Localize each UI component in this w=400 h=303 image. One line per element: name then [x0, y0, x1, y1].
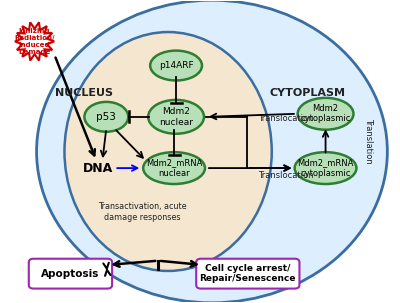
Text: Translocation: Translocation [258, 171, 313, 180]
Text: DNA: DNA [83, 161, 114, 175]
Ellipse shape [148, 100, 204, 134]
Text: Mdm2
nuclear: Mdm2 nuclear [159, 107, 193, 127]
Text: p53: p53 [96, 112, 116, 122]
Text: Apoptosis: Apoptosis [41, 269, 100, 279]
FancyBboxPatch shape [196, 259, 300, 288]
Text: p14ARF: p14ARF [159, 61, 193, 70]
Text: CYTOPLASM: CYTOPLASM [270, 88, 346, 98]
Ellipse shape [298, 98, 354, 130]
Ellipse shape [150, 51, 202, 81]
Text: Translation: Translation [364, 118, 373, 164]
Ellipse shape [295, 152, 356, 184]
Polygon shape [15, 22, 54, 61]
FancyBboxPatch shape [29, 259, 112, 288]
Text: Mdm2_mRNA
nuclear: Mdm2_mRNA nuclear [146, 158, 202, 178]
Ellipse shape [64, 32, 272, 271]
Text: NUCLEUS: NUCLEUS [56, 88, 114, 98]
Text: Cell cycle arrest/
Repair/Senescence: Cell cycle arrest/ Repair/Senescence [200, 264, 296, 283]
Ellipse shape [84, 102, 128, 132]
Text: Ionizing
Radiation/
Induced
Damage: Ionizing Radiation/ Induced Damage [14, 28, 55, 55]
Text: Transactivation, acute
damage responses: Transactivation, acute damage responses [98, 202, 186, 221]
Ellipse shape [143, 152, 205, 184]
Ellipse shape [36, 0, 387, 303]
Text: Mdm2
cytoplasmic: Mdm2 cytoplasmic [300, 104, 351, 124]
Text: Translocation: Translocation [258, 114, 313, 123]
Text: Mdm2_mRNA
cytoplasmic: Mdm2_mRNA cytoplasmic [297, 158, 354, 178]
